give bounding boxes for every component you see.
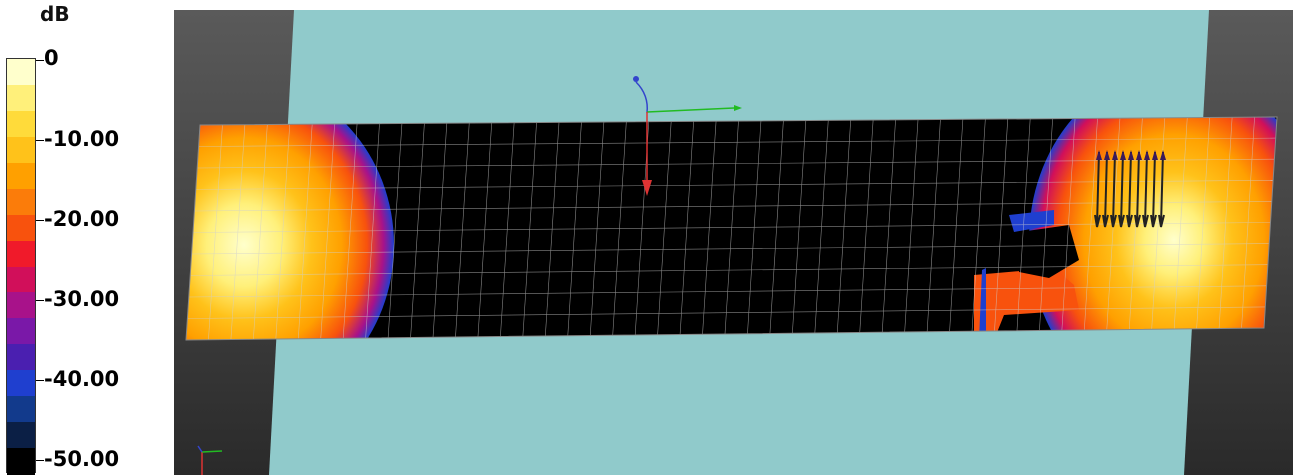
legend-swatch: [7, 189, 35, 215]
legend-tick-label: -40.00: [44, 369, 119, 390]
legend-swatch: [7, 267, 35, 293]
legend-swatch: [7, 111, 35, 137]
legend-swatch: [7, 215, 35, 241]
legend-tick-label: 0: [44, 48, 59, 69]
legend-tick-label: -10.00: [44, 129, 119, 150]
legend-tick-label: -50.00: [44, 449, 119, 470]
legend-swatch: [7, 292, 35, 318]
legend-swatch: [7, 318, 35, 344]
3d-viewport[interactable]: [174, 10, 1293, 475]
legend-tick: [36, 220, 44, 221]
legend-swatch: [7, 241, 35, 267]
legend-tick: [36, 60, 44, 61]
legend-unit: dB: [40, 2, 70, 26]
legend-swatch: [7, 137, 35, 163]
legend-swatch: [7, 344, 35, 370]
legend-colorbar: [6, 58, 36, 473]
legend-swatch: [7, 396, 35, 422]
color-legend: dB 0 -10.00 -20.00 -30.00 -40.00 -50.00: [0, 0, 170, 475]
z-axis-marker: [633, 76, 639, 82]
legend-tick-label: -20.00: [44, 209, 119, 230]
legend-tick: [36, 460, 44, 461]
legend-swatch: [7, 59, 35, 85]
legend-tick: [36, 300, 44, 301]
legend-tick: [36, 140, 44, 141]
legend-swatch: [7, 370, 35, 396]
legend-swatch: [7, 422, 35, 448]
legend-tick: [36, 380, 44, 381]
legend-tick-label: -30.00: [44, 289, 119, 310]
legend-swatch: [7, 448, 35, 474]
legend-swatch: [7, 163, 35, 189]
legend-swatch: [7, 85, 35, 111]
